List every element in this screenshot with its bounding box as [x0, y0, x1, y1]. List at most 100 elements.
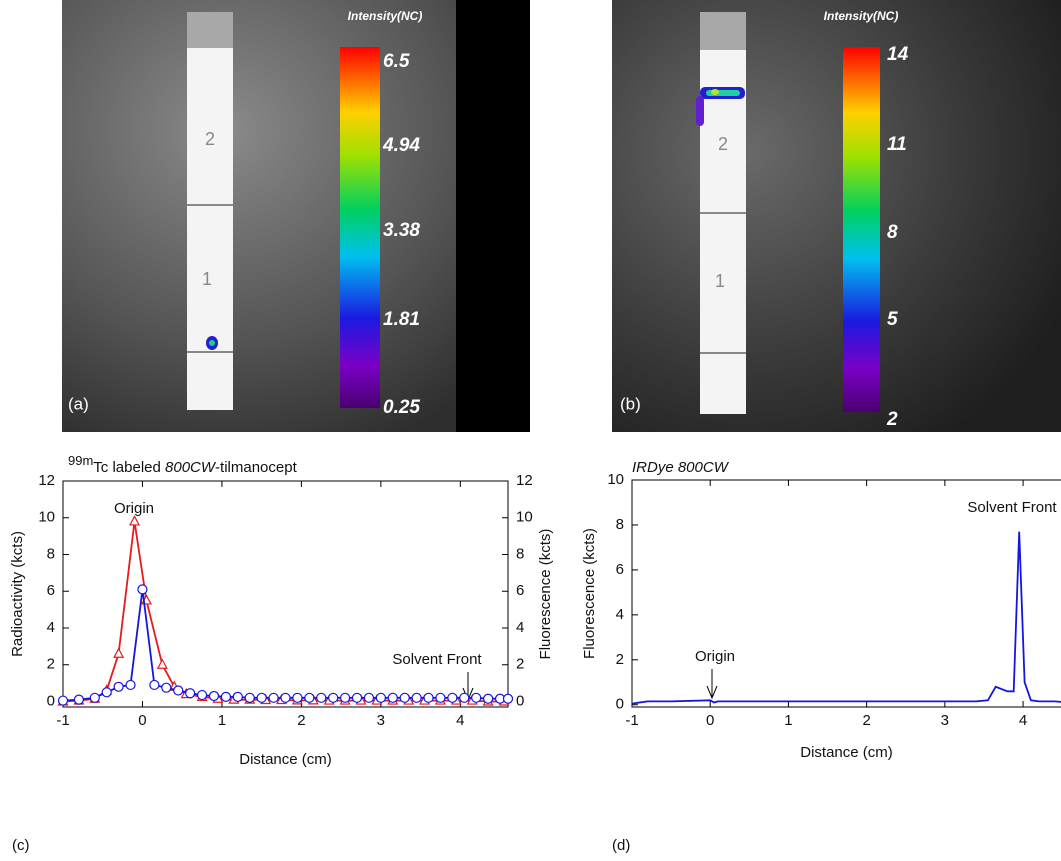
point [101, 687, 112, 698]
y-tick-label: 10 [38, 509, 55, 526]
x-tick-label: 3 [941, 712, 949, 729]
point [196, 689, 208, 701]
colorbar-title: Intensity(NC) [824, 9, 899, 23]
title-part: 800CW [165, 459, 217, 476]
y2-tick-label: 4 [516, 619, 524, 636]
annotation: Origin [695, 648, 735, 665]
point [375, 692, 386, 703]
panel-label: (c) [12, 837, 30, 854]
colorbar-tick: 14 [887, 44, 909, 65]
point [423, 692, 434, 703]
point [292, 692, 303, 703]
y-tick-label: 6 [616, 561, 624, 578]
colorbar-tick: 4.94 [382, 135, 420, 156]
point [328, 692, 339, 703]
x-tick-label: 0 [138, 712, 146, 729]
y-tick-label: 10 [607, 471, 624, 488]
x-tick-label: 4 [1019, 712, 1027, 729]
point [137, 584, 148, 595]
point [113, 647, 125, 658]
panel-label: (d) [612, 837, 630, 854]
annotation: Solvent Front [967, 499, 1057, 516]
title-part: 99m [68, 453, 93, 468]
chart-title: 99mTc labeled 800CW-tilmanocept [68, 453, 298, 476]
point [316, 692, 327, 703]
x-tick-label: -1 [56, 712, 69, 729]
point [459, 692, 470, 703]
point [208, 690, 220, 702]
colorbar-tick: 2 [886, 409, 898, 430]
series-line [631, 531, 1061, 705]
x-tick-label: 1 [218, 712, 226, 729]
title-part: -tilmanocept [215, 459, 298, 476]
x-tick-label: 3 [377, 712, 385, 729]
y2-axis-label: Fluorescence (kcts) [537, 529, 554, 660]
point [411, 692, 422, 703]
point [471, 692, 482, 703]
image-b: 2 1 Intensity(NC) 14 11 8 5 2 (b) [612, 0, 1061, 432]
point [173, 685, 184, 696]
point [89, 692, 100, 703]
colorbar-tick: 0.25 [383, 397, 420, 418]
y2-tick-label: 10 [516, 509, 533, 526]
y2-tick-label: 2 [516, 656, 524, 673]
strip-mark: 2 [718, 134, 728, 154]
strip-mark: 1 [202, 269, 212, 289]
point [232, 691, 243, 702]
point [73, 694, 84, 705]
y2-tick-label: 6 [516, 582, 524, 599]
point [57, 695, 69, 706]
x-tick-label: 2 [862, 712, 870, 729]
y-tick-label: 0 [616, 696, 624, 713]
point [351, 692, 363, 703]
point [113, 681, 124, 692]
plot-frame [62, 480, 509, 708]
colorbar-tick: 5 [887, 309, 898, 330]
colorbar-tick: 6.5 [383, 51, 410, 72]
strip-mark: 2 [205, 129, 215, 149]
x-tick-label: 2 [297, 712, 305, 729]
y-tick-label: 2 [616, 651, 624, 668]
point [447, 692, 458, 703]
panel-label: (a) [68, 394, 89, 413]
x-tick-label: 1 [784, 712, 792, 729]
point [339, 692, 351, 703]
point [149, 679, 160, 691]
point [280, 692, 291, 703]
y-tick-label: 8 [47, 545, 55, 562]
title-part: IRDye 800CW [632, 459, 730, 476]
colorbar-tick: 11 [887, 134, 907, 155]
point [387, 692, 398, 703]
image-a: 2 1 Intensity(NC) 6.5 4.94 3.38 1.81 0.2… [62, 0, 530, 432]
y-tick-label: 6 [47, 582, 55, 599]
point [268, 692, 279, 703]
series-line [62, 521, 504, 703]
panel-label: (b) [620, 394, 641, 413]
point [483, 693, 494, 704]
y-tick-label: 0 [47, 692, 55, 709]
point [129, 515, 141, 526]
y-axis-label: Fluorescence (kcts) [581, 528, 598, 659]
point [185, 688, 196, 699]
chart-title: IRDye 800CW [632, 459, 730, 476]
annotation: Solvent Front [392, 651, 482, 668]
point [399, 692, 410, 703]
colorbar-tick: 1.81 [383, 309, 420, 330]
annotation-arrowhead [706, 685, 718, 700]
colorbar-tick: 3.38 [383, 220, 420, 241]
x-axis-label: Distance (cm) [239, 751, 332, 768]
x-tick-label: 4 [456, 712, 464, 729]
point [363, 692, 375, 703]
point [156, 658, 168, 669]
y-tick-label: 4 [616, 606, 624, 623]
colorbar-tick: 8 [887, 222, 898, 243]
plot-frame [631, 479, 1061, 708]
point [435, 692, 446, 703]
point [244, 692, 255, 703]
y2-tick-label: 12 [516, 472, 533, 489]
y-tick-label: 8 [616, 516, 624, 533]
y-tick-label: 12 [38, 472, 55, 489]
x-tick-label: 0 [706, 712, 714, 729]
annotation: Origin [114, 500, 154, 517]
